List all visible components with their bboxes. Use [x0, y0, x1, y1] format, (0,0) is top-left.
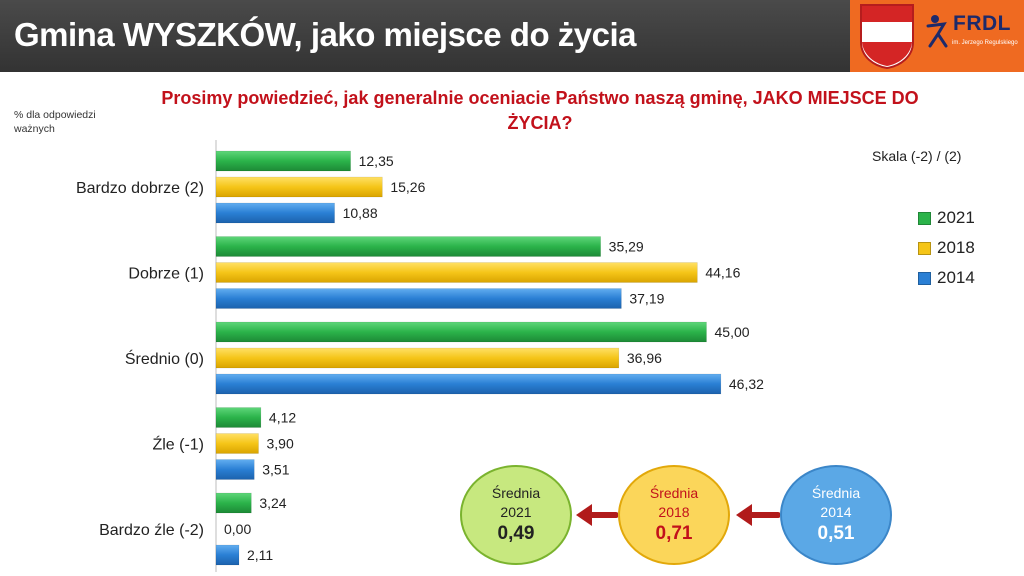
average-title-2018: Średnia: [649, 485, 699, 501]
legend-label-2018: 2018: [937, 238, 975, 257]
bar-2018: [215, 433, 259, 454]
average-value-2014: 0,51: [817, 523, 855, 544]
arrow-left-icon: [576, 504, 618, 526]
bar-2021: [215, 236, 601, 257]
bar-2014: [215, 544, 240, 566]
bar-2014: [215, 373, 722, 395]
bar-2018: [215, 347, 620, 369]
average-bubble-2018: Średnia 2018 0,71: [618, 465, 730, 565]
average-bubble-2014: Średnia 2014 0,51: [780, 465, 892, 565]
data-label-2018: 36,96: [627, 350, 662, 366]
data-label-2018: 15,26: [390, 179, 425, 195]
average-title-2021: Średnia: [491, 485, 541, 501]
category-label: Dobrze (1): [128, 266, 204, 283]
data-label-2021: 3,24: [259, 495, 286, 511]
city-crest-icon: [860, 4, 914, 70]
data-label-2014: 3,51: [262, 462, 289, 478]
legend-item-2021: 2021: [918, 203, 975, 233]
frdl-logo: FRDL im. Jerzego Regulskiego: [924, 10, 1022, 62]
slide-header: Gmina WYSZKÓW, jako miejsce do życia: [0, 0, 850, 72]
bar-2021: [215, 492, 252, 514]
logo-panel: FRDL im. Jerzego Regulskiego: [850, 0, 1024, 72]
average-value-2021: 0,49: [497, 523, 535, 544]
frdl-logo-text: FRDL: [953, 12, 1011, 35]
bar-2021: [215, 407, 262, 428]
bar-2021: [215, 321, 707, 343]
legend-item-2018: 2018: [918, 233, 975, 263]
person-logo-icon: [926, 15, 948, 48]
data-label-2021: 45,00: [715, 324, 750, 340]
legend-swatch-2014: [918, 271, 931, 285]
data-label-2014: 10,88: [343, 205, 378, 221]
category-label: Bardzo dobrze (2): [76, 180, 204, 197]
chart-legend: 2021 2018 2014: [918, 203, 975, 293]
bar-2014: [215, 288, 622, 309]
data-label-2014: 37,19: [629, 291, 664, 307]
scale-note: Skala (-2) / (2): [872, 148, 962, 164]
bar-2018: [215, 176, 383, 198]
legend-swatch-2018: [918, 241, 931, 255]
category-label: Źle (-1): [152, 435, 204, 454]
category-label: Średnio (0): [125, 349, 204, 368]
data-label-2018: 44,16: [705, 265, 740, 281]
average-year-2021: 2021: [500, 504, 532, 520]
legend-swatch-2021: [918, 211, 931, 225]
arrow-left-icon: [736, 504, 780, 526]
slide-title: Gmina WYSZKÓW, jako miejsce do życia: [14, 16, 637, 53]
data-label-2021: 4,12: [269, 410, 296, 426]
average-bubble-2021: Średnia 2021 0,49: [460, 465, 572, 565]
legend-label-2014: 2014: [937, 268, 975, 287]
bar-2018: [215, 262, 698, 283]
bar-2021: [215, 150, 351, 172]
data-label-2014: 46,32: [729, 376, 764, 392]
legend-label-2021: 2021: [937, 208, 975, 227]
bar-2014: [215, 202, 335, 224]
average-title-2014: Średnia: [811, 485, 861, 501]
data-label-2021: 12,35: [359, 153, 394, 169]
axis-note: % dla odpowiedzi ważnych: [14, 109, 96, 135]
bar-2014: [215, 459, 255, 480]
average-value-2018: 0,71: [655, 523, 693, 544]
data-label-2021: 35,29: [609, 239, 644, 255]
frdl-logo-subtext: im. Jerzego Regulskiego: [952, 40, 1018, 46]
average-year-2018: 2018: [658, 504, 690, 520]
data-label-2018: 0,00: [224, 521, 251, 537]
data-label-2018: 3,90: [267, 436, 294, 452]
average-year-2014: 2014: [820, 504, 852, 520]
legend-item-2014: 2014: [918, 263, 975, 293]
question-subtitle: Prosimy powiedzieć, jak generalnie oceni…: [161, 88, 919, 133]
data-label-2014: 2,11: [247, 547, 273, 563]
category-label: Bardzo źle (-2): [99, 522, 204, 539]
